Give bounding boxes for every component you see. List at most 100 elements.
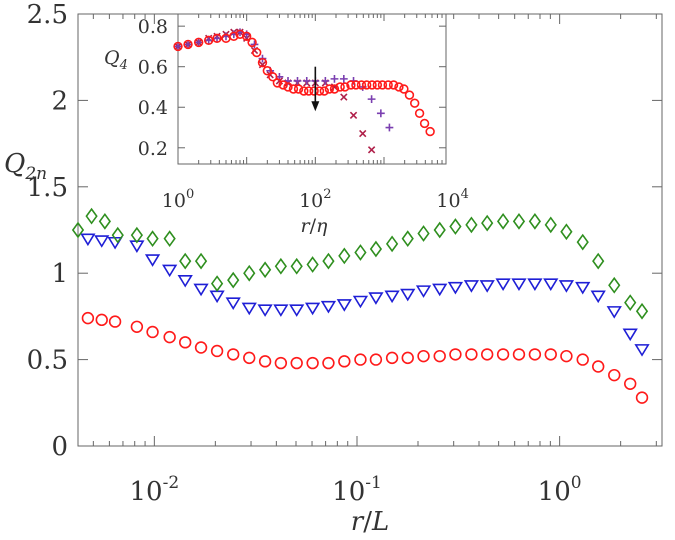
- main-point-diamond: [481, 214, 494, 232]
- main-point-diamond: [274, 257, 287, 275]
- main-point-diamond: [194, 252, 208, 270]
- main-point-circle: [369, 353, 383, 366]
- inset-point-circle: [377, 80, 388, 90]
- inset-point-circle: [351, 80, 361, 90]
- inset-point-circle: [299, 86, 309, 96]
- main-point-circle: [194, 341, 208, 354]
- main-point-circle: [433, 349, 446, 363]
- main-point-diamond: [592, 252, 605, 270]
- main-x-tick-label: 10-1: [332, 473, 382, 507]
- inset-y-tick-labels: 0.2 0.4 0.6 0.8: [138, 16, 168, 160]
- inset-point-circle: [173, 41, 183, 52]
- inset-point-x: [367, 146, 376, 154]
- main-y-tick-label: 1.5: [27, 173, 68, 203]
- main-point-triangle-down: [225, 297, 241, 311]
- inset-point-circle: [212, 33, 222, 44]
- inset-x-axis-title: r/η: [301, 215, 329, 237]
- inset-x-tick-label: 100: [162, 187, 194, 212]
- main-point-triangle-down: [273, 304, 289, 317]
- inset-point-plus: [204, 36, 213, 45]
- main-point-diamond: [385, 235, 399, 253]
- inset-point-circle: [362, 80, 372, 90]
- main-point-diamond: [71, 221, 85, 239]
- inset-point-circle: [183, 39, 193, 50]
- main-point-diamond: [369, 240, 383, 258]
- inset-point-circle: [272, 78, 283, 88]
- inset-point-circle: [356, 80, 367, 90]
- main-point-triangle-down: [257, 304, 273, 317]
- inset-point-circle: [367, 80, 377, 90]
- main-point-diamond: [496, 212, 510, 230]
- main-x-axis-title: r/L: [351, 507, 389, 537]
- inset-point-circle: [268, 72, 278, 82]
- main-point-circle: [95, 313, 108, 327]
- main-point-circle: [512, 348, 526, 361]
- main-point-diamond: [163, 230, 176, 248]
- main-point-triangle-down: [289, 304, 305, 317]
- main-point-circle: [179, 336, 192, 349]
- inset-point-circle: [251, 47, 262, 58]
- main-x-tick-labels: 10-2 10-1 100: [130, 473, 582, 507]
- inset-point-plus: [367, 95, 376, 104]
- inset-point-circle: [409, 98, 420, 108]
- main-point-circle: [608, 368, 621, 382]
- inset-point-circle: [309, 86, 319, 96]
- main-point-triangle-down: [415, 285, 432, 298]
- main-point-circle: [338, 355, 351, 368]
- inset-point-circle: [288, 84, 299, 94]
- inset-point-x: [340, 93, 348, 101]
- main-point-circle: [354, 353, 367, 366]
- inset-series-2: [173, 29, 435, 137]
- main-y-tick-label: 0: [51, 432, 68, 462]
- main-x-tick-label: 100: [538, 473, 582, 507]
- main-point-circle: [227, 348, 240, 361]
- main-point-triangle-down: [622, 328, 638, 342]
- main-point-triangle-down: [177, 274, 193, 288]
- inset-y-axis-title: Q4: [104, 47, 128, 73]
- main-point-circle: [290, 356, 303, 370]
- main-point-circle: [258, 355, 272, 368]
- main-point-diamond: [338, 247, 351, 265]
- main-point-triangle-down: [209, 290, 225, 304]
- main-series-0: [81, 311, 649, 404]
- main-point-diamond: [210, 275, 224, 292]
- main-point-triangle-down: [590, 290, 606, 304]
- inset-point-circle: [340, 82, 350, 92]
- main-point-triangle-down: [479, 280, 495, 293]
- main-point-circle: [108, 315, 122, 328]
- main-series-2: [71, 207, 649, 320]
- main-point-triangle-down: [447, 281, 464, 295]
- main-point-triangle-down: [575, 281, 591, 295]
- inset-x-tick-label: 102: [299, 187, 331, 212]
- main-point-circle: [417, 349, 430, 363]
- inset-y-tick-label: 0.8: [138, 16, 168, 38]
- inset-point-plus: [339, 74, 348, 83]
- main-point-diamond: [576, 233, 589, 251]
- inset-point-plus: [250, 40, 259, 49]
- inset-point-x: [359, 129, 367, 138]
- inset-point-circle: [383, 80, 393, 90]
- main-point-triangle-down: [558, 280, 575, 293]
- main-point-diamond: [85, 207, 98, 225]
- main-point-circle: [385, 351, 399, 365]
- arrow-head: [311, 101, 320, 112]
- main-point-triangle-down: [162, 264, 178, 278]
- inset-annotation-arrow: [311, 66, 320, 112]
- inset-point-circle: [346, 80, 356, 90]
- inset-point-circle: [372, 80, 383, 90]
- main-point-diamond: [417, 225, 430, 242]
- inset-point-circle: [241, 31, 252, 41]
- inset-point-circle: [394, 82, 404, 92]
- main-point-triangle-down: [336, 299, 352, 312]
- inset-point-plus: [194, 38, 203, 47]
- main-data-marks: [71, 207, 650, 404]
- main-point-diamond: [401, 230, 414, 248]
- inset-y-tick-label: 0.6: [138, 57, 168, 79]
- main-point-diamond: [354, 244, 367, 261]
- main-point-triangle-down: [368, 292, 384, 305]
- main-point-diamond: [111, 226, 124, 244]
- inset-point-circle: [324, 84, 335, 94]
- main-y-tick-label: 0.5: [27, 346, 68, 376]
- main-point-circle: [635, 391, 649, 404]
- main-point-circle: [210, 344, 224, 358]
